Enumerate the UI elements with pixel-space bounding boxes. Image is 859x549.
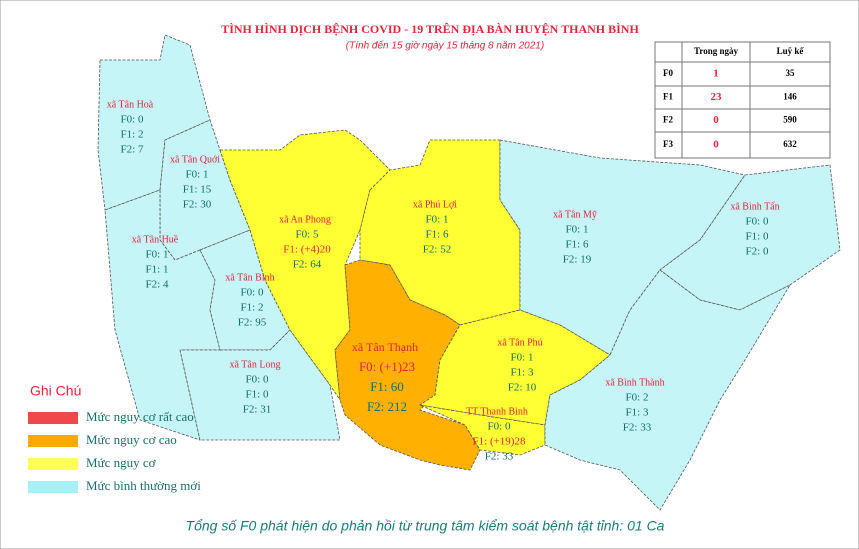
region-stat: F1: 1 <box>146 264 169 276</box>
region-name: xã Tân Mỹ <box>553 209 597 220</box>
region-stat: F2: 33 <box>485 451 514 463</box>
region-name: xã Tân Bình <box>225 272 274 283</box>
region-stat: F1: 60 <box>370 379 404 394</box>
region-stat: F2: 212 <box>367 399 407 414</box>
row-label: F1 <box>663 92 673 102</box>
region-stat: F1: (+19)28 <box>473 436 526 448</box>
region-stat: F1: 2 <box>121 129 144 141</box>
legend-swatch <box>28 458 78 470</box>
region-name: TT Thanh Bình <box>466 406 528 417</box>
region-name: xã Tân Thạnh <box>352 340 418 354</box>
region-stat: F2: 19 <box>563 254 592 266</box>
table-cell: 35 <box>786 68 796 78</box>
table-header: Luỹ kế <box>777 46 805 56</box>
region-shape <box>418 309 611 426</box>
region-stat: F0: 0 <box>746 216 769 228</box>
legend-label: Mức nguy cơ cao <box>86 432 177 447</box>
region-stat: F1: 6 <box>566 239 589 251</box>
table-cell: 0 <box>713 139 719 151</box>
table-header: Trong ngày <box>694 46 738 56</box>
region-stat: F0: 1 <box>566 224 589 236</box>
region-stat: F0: 0 <box>246 374 269 386</box>
region-labels: xã Tân Hoà F0: 0 F1: 2 F2: 7 xã Tân Quới F0: … <box>107 99 780 462</box>
region-name: xã Tân Phú <box>497 337 542 348</box>
region-stat: F2: 0 <box>746 246 769 258</box>
region-stat: F2: 33 <box>623 422 652 434</box>
region-stat: F2: 31 <box>243 404 271 416</box>
region-stat: F0: 1 <box>426 214 449 226</box>
region-stat: F2: 95 <box>238 317 267 329</box>
region-stat: F0: 1 <box>511 352 534 364</box>
region-stat: F1: 0 <box>246 389 269 401</box>
region-shape <box>104 189 221 441</box>
region-stat: F2: 64 <box>293 259 322 271</box>
region-name: xã Tân Hoà <box>107 99 154 110</box>
region-shape <box>359 139 521 326</box>
region-name: xã Tân Huề <box>132 234 179 245</box>
row-label: F0 <box>663 68 673 78</box>
legend-label: Mức nguy cơ rất cao <box>86 409 194 424</box>
region-stat: F1: 15 <box>183 184 212 196</box>
subtitle: (Tính đến 15 giờ ngày 15 tháng 8 năm 202… <box>346 40 544 52</box>
legend-swatch <box>28 481 78 493</box>
table-cell: 1 <box>713 68 719 80</box>
region-shape <box>179 329 341 441</box>
region-stat: F0: 0 <box>241 287 264 299</box>
region-name: xã An Phong <box>279 214 331 225</box>
region-shape <box>499 139 746 356</box>
region-stat: F2: 10 <box>508 382 537 394</box>
legend: Ghi Chú Mức nguy cơ rất cao Mức nguy cơ ca… <box>28 383 201 493</box>
region-name: xã Bình Tấn <box>730 201 779 212</box>
region-shape <box>544 269 792 511</box>
legend-swatch <box>28 435 78 447</box>
region-name: xã Tân Long <box>230 359 281 370</box>
region-stat: F1: 2 <box>241 302 264 314</box>
region-stat: F2: 30 <box>183 199 212 211</box>
region-stat: F2: 7 <box>121 144 144 156</box>
row-label: F2 <box>663 115 673 125</box>
table-cell: 632 <box>783 139 797 149</box>
table-cell: 590 <box>783 115 797 125</box>
region-name: xã Phú Lợi <box>413 199 457 210</box>
region-name: xã Bình Thành <box>605 377 664 388</box>
region-stat: F0: 1 <box>186 169 209 181</box>
stats-table: Trong ngày Luỹ kế F0 1 35 F1 23 146 F2 0 590 F3 0 632 <box>654 41 831 159</box>
region-stat: F0: 2 <box>626 392 649 404</box>
legend-label: Mức bình thường mới <box>86 478 201 493</box>
region-stat: F0: 5 <box>296 229 319 241</box>
region-stat: F1: 3 <box>511 367 534 379</box>
region-stat: F1: (+4)20 <box>283 244 331 256</box>
region-stat: F0: (+1)23 <box>359 359 415 374</box>
map <box>97 34 841 511</box>
region-shape <box>419 404 546 456</box>
title: TÌNH HÌNH DỊCH BỆNH COVID - 19 TRÊN ĐỊA … <box>221 22 639 36</box>
region-stat: F2: 52 <box>423 244 451 256</box>
table-cell: 146 <box>783 92 797 102</box>
legend-title: Ghi Chú <box>30 383 81 399</box>
footer: Tổng số F0 phát hiện do phản hồi từ trun… <box>186 518 665 534</box>
table-cell: 0 <box>713 114 719 126</box>
region-stat: F0: 0 <box>488 421 511 433</box>
region-stat: F0: 1 <box>146 249 169 261</box>
row-label: F3 <box>663 139 673 149</box>
table-bg <box>654 41 831 159</box>
region-stat: F2: 4 <box>146 279 169 291</box>
legend-swatch <box>28 412 78 424</box>
region-stat: F1: 6 <box>426 229 449 241</box>
region-stat: F0: 0 <box>121 114 144 126</box>
region-stat: F1: 0 <box>746 231 769 243</box>
region-shape <box>97 34 211 211</box>
region-stat: F1: 3 <box>626 407 649 419</box>
region-name: xã Tân Quới <box>170 154 220 165</box>
legend-label: Mức nguy cơ <box>86 455 157 470</box>
table-cell: 23 <box>711 91 723 103</box>
